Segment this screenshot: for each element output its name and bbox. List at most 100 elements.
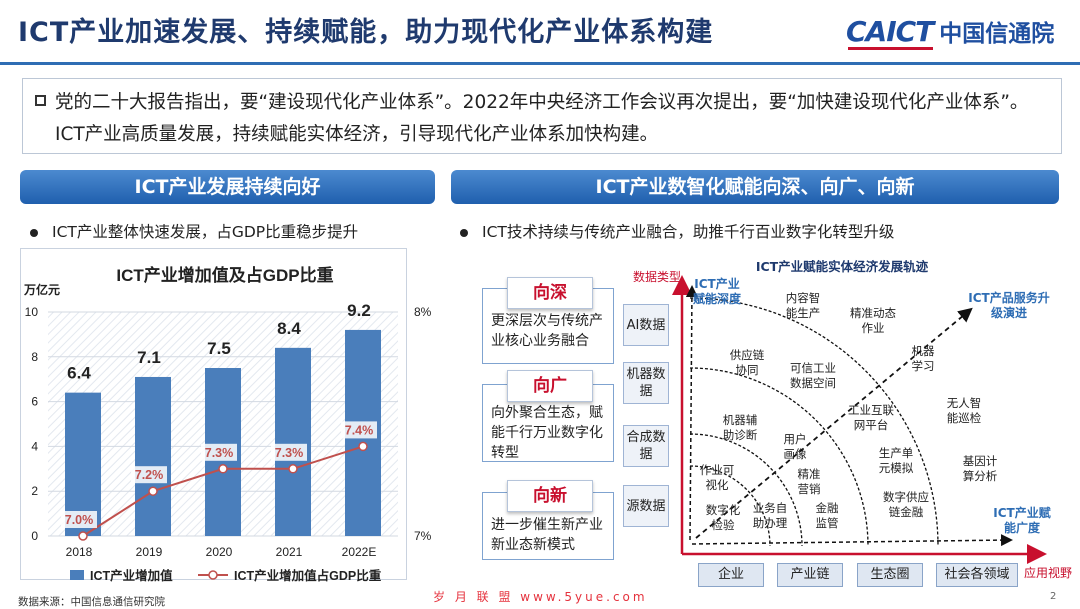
card-wide-tag: 向广 [507,370,593,402]
trajectory-diagram [672,275,1047,564]
arc-2 [689,433,803,547]
bullet-dot-icon [30,228,38,237]
breadth-arrow [691,534,1013,547]
square-bullet-icon [35,95,46,106]
ratio-value-label: 7.2% [135,468,164,482]
ict-chart: 0 2 4 6 8 10 7% 8% 6.4 7.1 7.5 8.4 9.2 2018 2019 2020 20… [23,265,432,583]
data-type-machine: 机器数据 [623,362,669,404]
ratio-point [148,486,158,496]
left-section-header: ICT产业发展持续向好 [20,170,435,204]
depth-arrow [685,285,698,541]
ratio-value-label: 7.3% [275,446,304,460]
chart-title: ICT产业增加值及占GDP比重 [116,265,333,285]
intro-text: 党的二十大报告指出，要“建设现代化产业体系”。2022年中央经济工作会议再次提出… [55,92,1029,145]
item-user-portrait: 用户画像 [783,432,807,461]
chart-y-axis-label: 万亿元 [23,282,60,297]
item-production-simulation: 生产单元模拟 [878,446,914,475]
y-tick-label: 10 [25,305,39,319]
bar-value-label: 6.4 [67,364,91,383]
x-tick-label: 2020 [206,545,233,559]
x-tick-label: 2022E [342,545,377,559]
right-bullet: ICT技术持续与传统产业融合，助推千行百业数字化转型升级 [460,220,894,242]
item-trusted-data-space: 可信工业数据空间 [790,361,836,390]
ratio-label-bg [341,421,377,439]
left-bullet-text: ICT产业整体快速发展，占GDP比重稳步提升 [52,223,359,241]
diagram-title: ICT产业赋能实体经济发展轨迹 [755,259,929,274]
ratio-label-bg [61,511,97,528]
depth-label: ICT产业赋能深度 [692,277,741,306]
chart-labels: 0 2 4 6 8 10 7% 8% 6.4 7.1 7.5 8.4 9.2 2018 2019 2020 20… [25,301,432,559]
y-axis-label: 数据类型 [633,270,682,284]
left-bullet: ICT产业整体快速发展，占GDP比重稳步提升 [30,220,358,242]
item-industrial-internet: 工业互联网平台 [848,403,894,432]
item-unmanned-inspection: 无人智能巡检 [946,396,982,425]
page-number: 2 [1050,591,1057,602]
item-supply-chain: 供应链协同 [729,348,765,377]
bar-value-label: 7.5 [207,339,231,358]
ratio-label-bg [271,443,307,461]
x-tick-label: 2019 [136,545,163,559]
arc-1 [689,465,771,547]
data-type-source: 源数据 [623,485,669,527]
item-gene-analysis: 基因计算分析 [962,454,998,483]
bar-value-label: 7.1 [137,348,161,367]
arc-4 [689,297,939,547]
card-deep-text: 更深层次与传统产业核心业务融合 [491,313,603,349]
field-ecosystem: 生态圈 [857,563,923,587]
y-tick-label: 0 [31,529,38,543]
trend-label: ICT产品服务升级演进 [968,291,1050,320]
legend-line-label: ICT产业增加值占GDP比重 [234,568,382,583]
item-precision-marketing: 精准营销 [797,467,821,496]
x-tick-label: 2018 [66,545,93,559]
right-bullet-text: ICT技术持续与传统产业融合，助推千行百业数字化转型升级 [482,223,895,241]
y-tick-label: 6 [31,395,38,409]
field-society: 社会各领域 [936,563,1018,587]
bullet-dot-icon [460,228,468,237]
bar [135,376,171,536]
item-digital-inspection: 数字化检验 [705,503,741,532]
page-title: ICT产业加速发展、持续赋能，助力现代化产业体系构建 [18,17,714,48]
item-machine-diagnosis: 机器辅助诊断 [722,413,758,442]
field-industry-chain: 产业链 [777,563,843,587]
item-self-service: 业务自助办理 [752,501,788,530]
data-source: 数据来源：中国信息通信研究院 [18,596,165,608]
ratio-label-bg [131,466,167,484]
item-financial-supervision: 金融监管 [815,501,839,530]
card-new-text: 进一步催生新产业新业态新模式 [491,517,603,553]
caict-logo: CAICT 中国信通院 [846,13,1055,50]
header-divider [0,62,1080,65]
ratio-point [78,531,88,541]
ratio-value-label: 7.0% [65,513,94,527]
y-tick-label: 4 [31,439,38,453]
y2-tick-label: 8% [414,305,432,319]
intro-box: 党的二十大报告指出，要“建设现代化产业体系”。2022年中央经济工作会议再次提出… [22,78,1062,154]
x-tick-label: 2021 [276,545,303,559]
arc-3 [689,367,869,547]
chart-legend: ICT产业增加值 ICT产业增加值占GDP比重 [70,568,382,583]
logo-en-text: CAICT [846,14,934,50]
item-machine-learning: 机器学习 [911,344,935,373]
bar [275,347,311,536]
item-visualization: 作业可视化 [699,463,735,492]
logo-cn-text: 中国信通院 [939,21,1055,47]
card-wide-text: 向外聚合生态，赋能千行万业数字化转型 [491,405,603,461]
card-deep-tag: 向深 [507,277,593,309]
legend-line-marker [208,570,218,580]
card-new-tag: 向新 [507,480,593,512]
item-supply-chain-finance: 数字供应链金融 [883,490,929,519]
ratio-label-bg [201,443,237,461]
x-axis-label: 应用视野 [1024,566,1073,580]
site-watermark: 岁 月 联 盟 www.5yue.com [433,590,648,604]
ratio-value-label: 7.4% [345,423,374,437]
trend-arrow [695,307,973,539]
legend-bar-label: ICT产业增加值 [90,568,173,583]
item-content-generation: 内容智能生产 [785,291,821,320]
ratio-value-label: 7.3% [205,446,234,460]
ratio-point [358,441,368,452]
breadth-label: ICT产业赋能广度 [993,506,1051,535]
right-section-header: ICT产业数智化赋能向深、向广、向新 [451,170,1059,204]
item-precise-operation: 精准动态作业 [850,306,896,335]
bar-value-label: 8.4 [277,319,301,338]
y-tick-label: 2 [31,484,38,498]
ratio-line-series [78,441,368,541]
